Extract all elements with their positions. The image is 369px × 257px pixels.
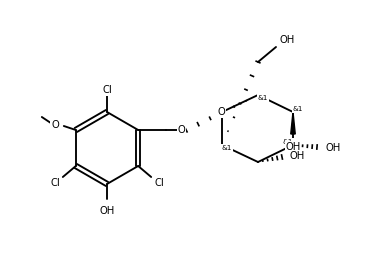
Text: &1: &1 (293, 106, 303, 112)
Text: Cl: Cl (102, 85, 112, 95)
Text: OH: OH (99, 206, 115, 216)
Text: OH: OH (285, 142, 301, 152)
Text: OH: OH (280, 35, 295, 45)
Text: Cl: Cl (154, 178, 164, 188)
Text: &1: &1 (258, 95, 268, 101)
Text: O: O (217, 107, 225, 117)
Text: O: O (51, 120, 59, 130)
Text: &1: &1 (222, 145, 232, 151)
Text: &1: &1 (283, 139, 293, 145)
Text: OH: OH (290, 151, 305, 161)
Text: O: O (177, 125, 185, 135)
Polygon shape (291, 112, 295, 134)
Text: OH: OH (325, 143, 340, 153)
Text: Cl: Cl (50, 178, 60, 188)
